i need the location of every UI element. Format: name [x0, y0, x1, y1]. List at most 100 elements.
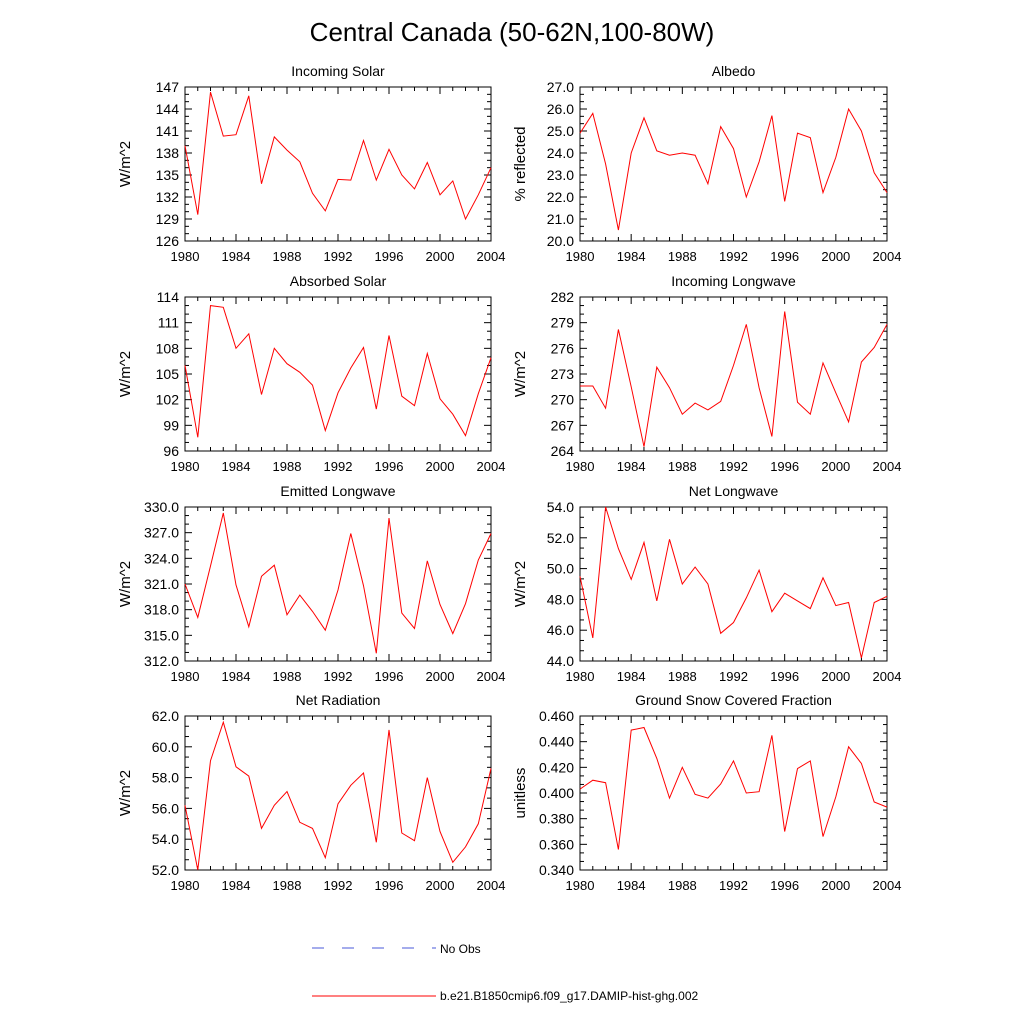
x-tick-label: 1988 — [273, 249, 302, 264]
y-tick-label: 56.0 — [152, 800, 179, 816]
x-tick-label: 1992 — [719, 669, 748, 684]
y-tick-label: 99 — [163, 417, 179, 433]
y-tick-label: 102 — [156, 392, 180, 408]
y-tick-label: 330.0 — [144, 499, 179, 515]
x-tick-label: 1984 — [222, 669, 251, 684]
panel-title: Ground Snow Covered Fraction — [635, 692, 832, 708]
panel-4: 1980 1984 1988 1992 1996 2000 2004 264 267 270 273… — [512, 273, 901, 474]
series-line — [184, 512, 492, 654]
panel-3: 1980 1984 1988 1992 1996 2000 2004 96 99 102 105 10… — [117, 273, 505, 474]
y-tick-label: 135 — [156, 167, 180, 183]
y-axis-label: W/m^2 — [117, 770, 134, 816]
x-tick-label: 1992 — [719, 249, 748, 264]
x-tick-label: 1984 — [617, 878, 646, 893]
x-tick-label: 1988 — [668, 249, 697, 264]
plot-frame — [579, 86, 888, 242]
panel-title: Albedo — [712, 63, 756, 79]
plot-frame — [184, 506, 492, 662]
x-tick-label: 2000 — [821, 249, 850, 264]
panel-title: Net Longwave — [689, 483, 779, 499]
x-tick-label: 1996 — [375, 878, 404, 893]
y-tick-label: 105 — [156, 366, 180, 382]
y-tick-label: 62.0 — [152, 708, 179, 724]
series-line — [579, 726, 888, 850]
y-tick-label: 52.0 — [547, 530, 574, 546]
panels: 1980 1984 1988 1992 1996 2000 2004 126 129 132 135… — [117, 63, 901, 893]
y-tick-label: 23.0 — [547, 167, 574, 183]
panel-title: Incoming Longwave — [671, 273, 796, 289]
panel-8: 1980 1984 1988 1992 1996 2000 2004 0.340 0.360 0.… — [512, 692, 901, 893]
y-tick-label: 312.0 — [144, 653, 179, 669]
x-tick-label: 1996 — [375, 249, 404, 264]
x-tick-label: 1988 — [668, 459, 697, 474]
y-tick-label: 138 — [156, 145, 180, 161]
x-tick-label: 2004 — [477, 878, 506, 893]
plot-frame — [184, 715, 492, 871]
x-tick-label: 2004 — [873, 249, 902, 264]
x-tick-label: 1984 — [617, 249, 646, 264]
y-tick-label: 52.0 — [152, 862, 179, 878]
x-tick-label: 2000 — [821, 669, 850, 684]
y-tick-label: 114 — [157, 289, 180, 305]
panel-7: 1980 1984 1988 1992 1996 2000 2004 52.0 54.0 56.0… — [117, 692, 505, 893]
y-tick-label: 324.0 — [144, 550, 179, 566]
y-tick-label: 24.0 — [547, 145, 574, 161]
x-tick-label: 1980 — [566, 459, 595, 474]
y-tick-label: 0.380 — [539, 811, 574, 827]
y-tick-label: 96 — [163, 443, 179, 459]
x-tick-label: 2004 — [873, 459, 902, 474]
series-line — [580, 311, 888, 447]
x-tick-label: 1980 — [171, 878, 200, 893]
plot-frame — [184, 86, 492, 242]
plot-frame — [184, 296, 492, 452]
y-tick-label: 46.0 — [547, 622, 574, 638]
y-tick-label: 0.340 — [539, 862, 574, 878]
legend-label-model: b.e21.B1850cmip6.f09_g17.DAMIP-hist-ghg.… — [440, 989, 698, 1003]
y-axis-label: W/m^2 — [117, 351, 134, 397]
x-tick-label: 1980 — [566, 669, 595, 684]
panel-6: 1980 1984 1988 1992 1996 2000 2004 44.0 46.0 48.0… — [512, 483, 901, 684]
y-tick-label: 279 — [551, 315, 575, 331]
panel-title: Net Radiation — [296, 692, 381, 708]
y-tick-label: 276 — [551, 340, 575, 356]
legend: No Obs b.e21.B1850cmip6.f09_g17.DAMIP-hi… — [312, 942, 698, 1003]
x-tick-label: 1992 — [324, 669, 353, 684]
x-tick-label: 2000 — [426, 459, 455, 474]
series-line — [184, 91, 492, 221]
y-tick-label: 60.0 — [152, 739, 179, 755]
legend-label-no-obs: No Obs — [440, 942, 481, 956]
x-tick-label: 1992 — [324, 459, 353, 474]
y-tick-label: 108 — [156, 340, 180, 356]
x-tick-label: 1988 — [668, 878, 697, 893]
y-tick-label: 54.0 — [547, 499, 574, 515]
x-tick-label: 2000 — [426, 878, 455, 893]
x-tick-label: 2004 — [477, 249, 506, 264]
y-tick-label: 50.0 — [547, 561, 574, 577]
x-tick-label: 1992 — [324, 878, 353, 893]
y-tick-label: 111 — [158, 315, 179, 331]
x-tick-label: 2000 — [426, 669, 455, 684]
x-tick-label: 1996 — [375, 669, 404, 684]
panel-title: Absorbed Solar — [290, 273, 387, 289]
y-tick-label: 58.0 — [152, 770, 179, 786]
y-axis-label: W/m^2 — [512, 561, 529, 607]
x-tick-label: 1988 — [273, 878, 302, 893]
x-tick-label: 2004 — [477, 459, 506, 474]
x-tick-label: 1984 — [617, 459, 646, 474]
series-line — [579, 107, 888, 231]
y-tick-label: 21.0 — [547, 211, 574, 227]
x-tick-label: 1984 — [222, 878, 251, 893]
x-tick-label: 2000 — [426, 249, 455, 264]
y-tick-label: 0.440 — [539, 734, 574, 750]
y-tick-label: 48.0 — [547, 591, 574, 607]
y-axis-label: W/m^2 — [512, 351, 529, 397]
y-tick-label: 141 — [156, 123, 180, 139]
plot-frame — [579, 506, 888, 662]
panel-1: 1980 1984 1988 1992 1996 2000 2004 126 129 132 135… — [117, 63, 505, 264]
y-axis-label: unitless — [512, 768, 529, 819]
panel-2: 1980 1984 1988 1992 1996 2000 2004 20.0 21.0 22.0… — [512, 63, 901, 264]
figure-title: Central Canada (50-62N,100-80W) — [310, 17, 715, 47]
y-tick-label: 282 — [551, 289, 575, 305]
y-axis-label: W/m^2 — [117, 141, 134, 187]
x-tick-label: 2000 — [821, 459, 850, 474]
